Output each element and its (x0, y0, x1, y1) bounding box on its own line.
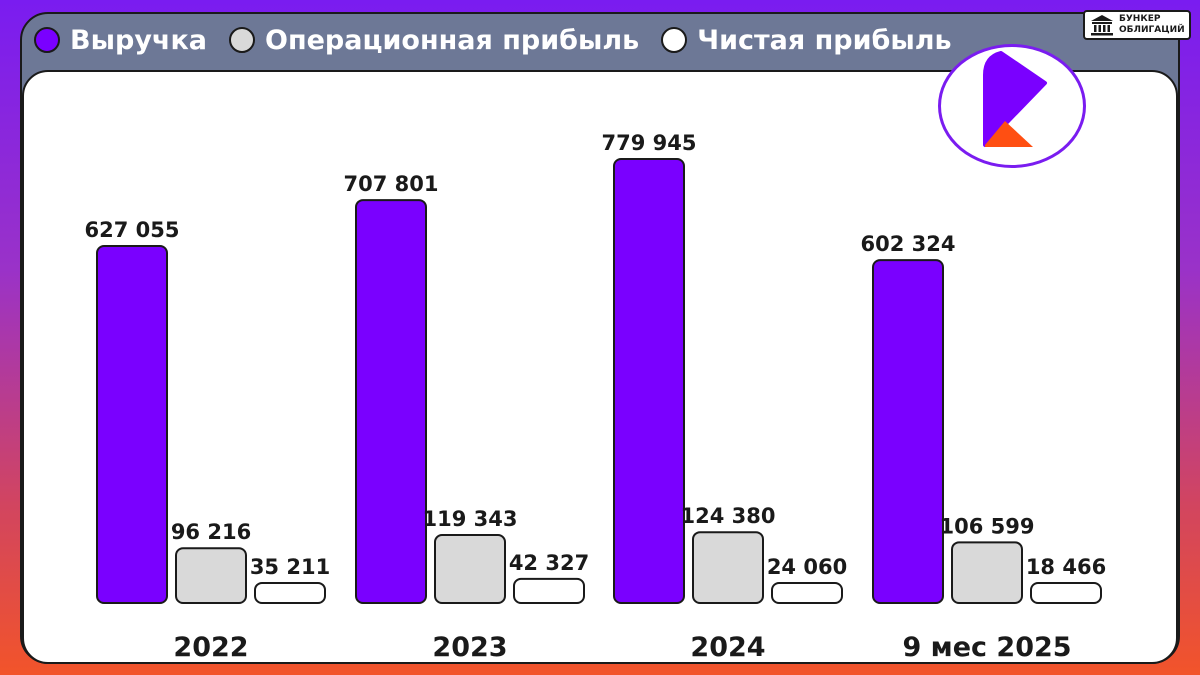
legend-swatch-net-profit (661, 27, 688, 53)
brand-text-line2: ОБЛИГАЦИЙ (1119, 25, 1185, 35)
company-logo-icon (983, 51, 1047, 147)
legend-item-net-profit: Чистая прибыль (661, 24, 952, 56)
bar-value-net-profit-0: 35 211 (250, 555, 330, 579)
bar-value-net-profit-3: 18 466 (1026, 555, 1106, 579)
legend-item-operating-profit: Операционная прибыль (229, 25, 639, 56)
bar-revenue-0 (96, 245, 168, 604)
bar-value-operating-profit-1: 119 343 (423, 507, 518, 531)
bar-operating-profit-2 (692, 531, 764, 605)
legend-swatch-revenue (34, 27, 60, 53)
bar-net-profit-2 (771, 582, 843, 604)
bank-building-icon (1091, 15, 1113, 36)
bar-revenue-3 (872, 259, 944, 604)
legend-item-revenue: Выручка (34, 25, 207, 56)
bar-revenue-1 (355, 199, 427, 604)
x-tick-label-0: 2022 (173, 632, 248, 663)
company-logo (938, 44, 1086, 168)
chart-legend: Выручка Операционная прибыль Чистая приб… (34, 20, 974, 60)
brand-text-line1: БУНКЕР (1119, 14, 1161, 24)
bar-net-profit-1 (513, 577, 585, 605)
bar-net-profit-0 (254, 581, 326, 604)
x-tick-label-2: 2024 (690, 632, 765, 663)
bar-operating-profit-0 (175, 547, 247, 605)
bar-value-revenue-2: 779 945 (602, 131, 697, 155)
bar-operating-profit-1 (434, 534, 506, 605)
bar-value-operating-profit-3: 106 599 (940, 514, 1035, 538)
bar-value-revenue-3: 602 324 (861, 232, 956, 256)
bar-value-operating-profit-0: 96 216 (171, 520, 251, 544)
legend-label-revenue: Выручка (70, 24, 208, 56)
brand-text: БУНКЕР ОБЛИГАЦИЙ (1119, 14, 1185, 36)
legend-label-net-profit: Чистая прибыль (697, 24, 952, 56)
brand-badge: БУНКЕР ОБЛИГАЦИЙ (1083, 10, 1191, 40)
legend-swatch-operating-profit (229, 27, 256, 53)
bar-net-profit-3 (1030, 582, 1102, 604)
bar-value-revenue-0: 627 055 (85, 218, 180, 242)
bar-operating-profit-3 (951, 541, 1023, 604)
x-tick-label-3: 9 мес 2025 (902, 632, 1071, 663)
x-tick-label-1: 2023 (432, 632, 507, 663)
bar-value-revenue-1: 707 801 (344, 172, 439, 196)
bar-value-net-profit-1: 42 327 (509, 551, 589, 575)
legend-label-operating-profit: Операционная прибыль (265, 24, 640, 56)
bar-revenue-2 (613, 158, 685, 604)
bar-value-operating-profit-2: 124 380 (681, 504, 776, 528)
bar-value-net-profit-2: 24 060 (767, 555, 847, 579)
